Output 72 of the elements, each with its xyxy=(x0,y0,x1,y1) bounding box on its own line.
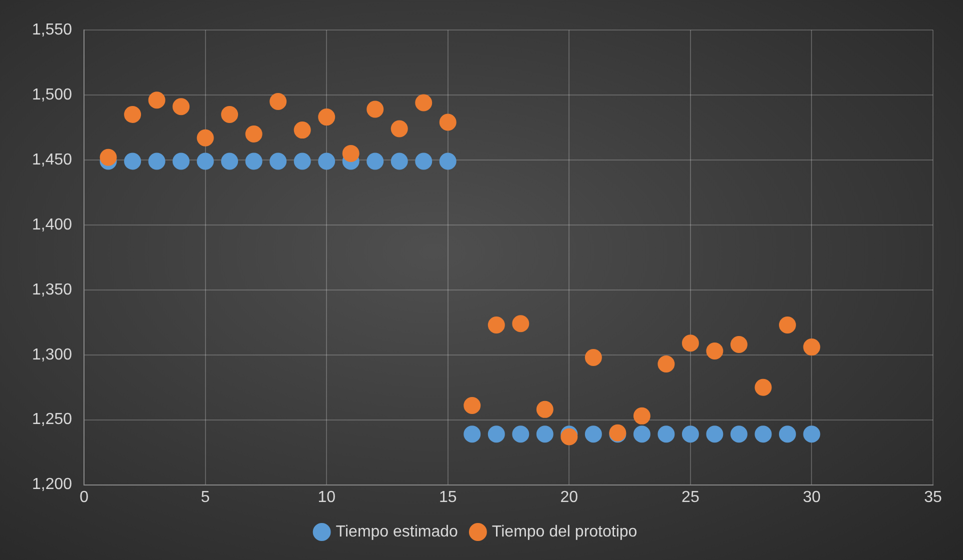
y-tick-label: 1,300 xyxy=(32,346,72,364)
point xyxy=(803,338,820,356)
point xyxy=(488,426,505,443)
point xyxy=(148,152,166,170)
point xyxy=(366,100,384,118)
point xyxy=(633,426,650,443)
point xyxy=(196,129,214,146)
point xyxy=(658,426,675,443)
point xyxy=(172,98,190,116)
point xyxy=(464,397,481,414)
point xyxy=(148,92,166,109)
point xyxy=(730,426,748,443)
x-tick-label: 25 xyxy=(682,488,700,506)
point xyxy=(270,152,287,170)
y-tick-label: 1,200 xyxy=(32,476,72,494)
x-tick-label: 35 xyxy=(924,488,942,506)
point xyxy=(294,152,311,170)
x-tick-label: 10 xyxy=(318,488,336,506)
point xyxy=(633,407,650,424)
point xyxy=(803,426,820,443)
point xyxy=(245,125,262,142)
point xyxy=(512,426,530,443)
y-tick-label: 1,500 xyxy=(32,86,72,104)
point xyxy=(342,144,360,162)
x-tick-label: 5 xyxy=(200,488,210,506)
point xyxy=(754,426,772,443)
y-tick-label: 1,550 xyxy=(32,21,72,38)
point xyxy=(536,400,554,418)
point xyxy=(124,152,142,170)
point xyxy=(682,426,699,443)
point xyxy=(172,152,190,170)
point xyxy=(706,342,724,360)
point xyxy=(778,426,796,443)
point xyxy=(658,355,675,372)
point xyxy=(270,92,287,110)
point xyxy=(390,152,408,170)
y-tick-label: 1,250 xyxy=(32,411,72,428)
point xyxy=(245,152,262,170)
point xyxy=(706,426,724,443)
point xyxy=(778,316,796,334)
point xyxy=(415,94,432,112)
point xyxy=(584,348,602,366)
point xyxy=(439,114,456,131)
point xyxy=(512,315,530,332)
point xyxy=(124,106,142,123)
point xyxy=(196,152,214,170)
point xyxy=(294,122,311,139)
point xyxy=(390,120,408,138)
point xyxy=(682,334,699,352)
point xyxy=(439,152,456,170)
legend-label: Tiempo del prototipo xyxy=(492,523,638,540)
x-tick-label: 0 xyxy=(80,488,89,506)
point xyxy=(318,108,336,126)
point xyxy=(221,106,238,123)
y-tick-label: 1,400 xyxy=(32,216,72,234)
point xyxy=(100,148,117,166)
x-tick-label: 20 xyxy=(560,488,578,506)
point xyxy=(366,152,384,170)
point xyxy=(415,152,432,170)
point xyxy=(536,426,554,443)
point xyxy=(730,336,748,353)
point xyxy=(318,152,336,170)
point xyxy=(464,426,481,443)
point xyxy=(488,316,505,334)
point xyxy=(584,426,602,443)
point xyxy=(221,152,238,170)
legend-label: Tiempo estimado xyxy=(336,523,458,540)
x-tick-label: 15 xyxy=(438,488,457,506)
x-tick-label: 30 xyxy=(802,488,821,506)
y-tick-label: 1,450 xyxy=(32,151,72,168)
y-tick-label: 1,350 xyxy=(32,281,72,298)
point xyxy=(754,378,772,396)
